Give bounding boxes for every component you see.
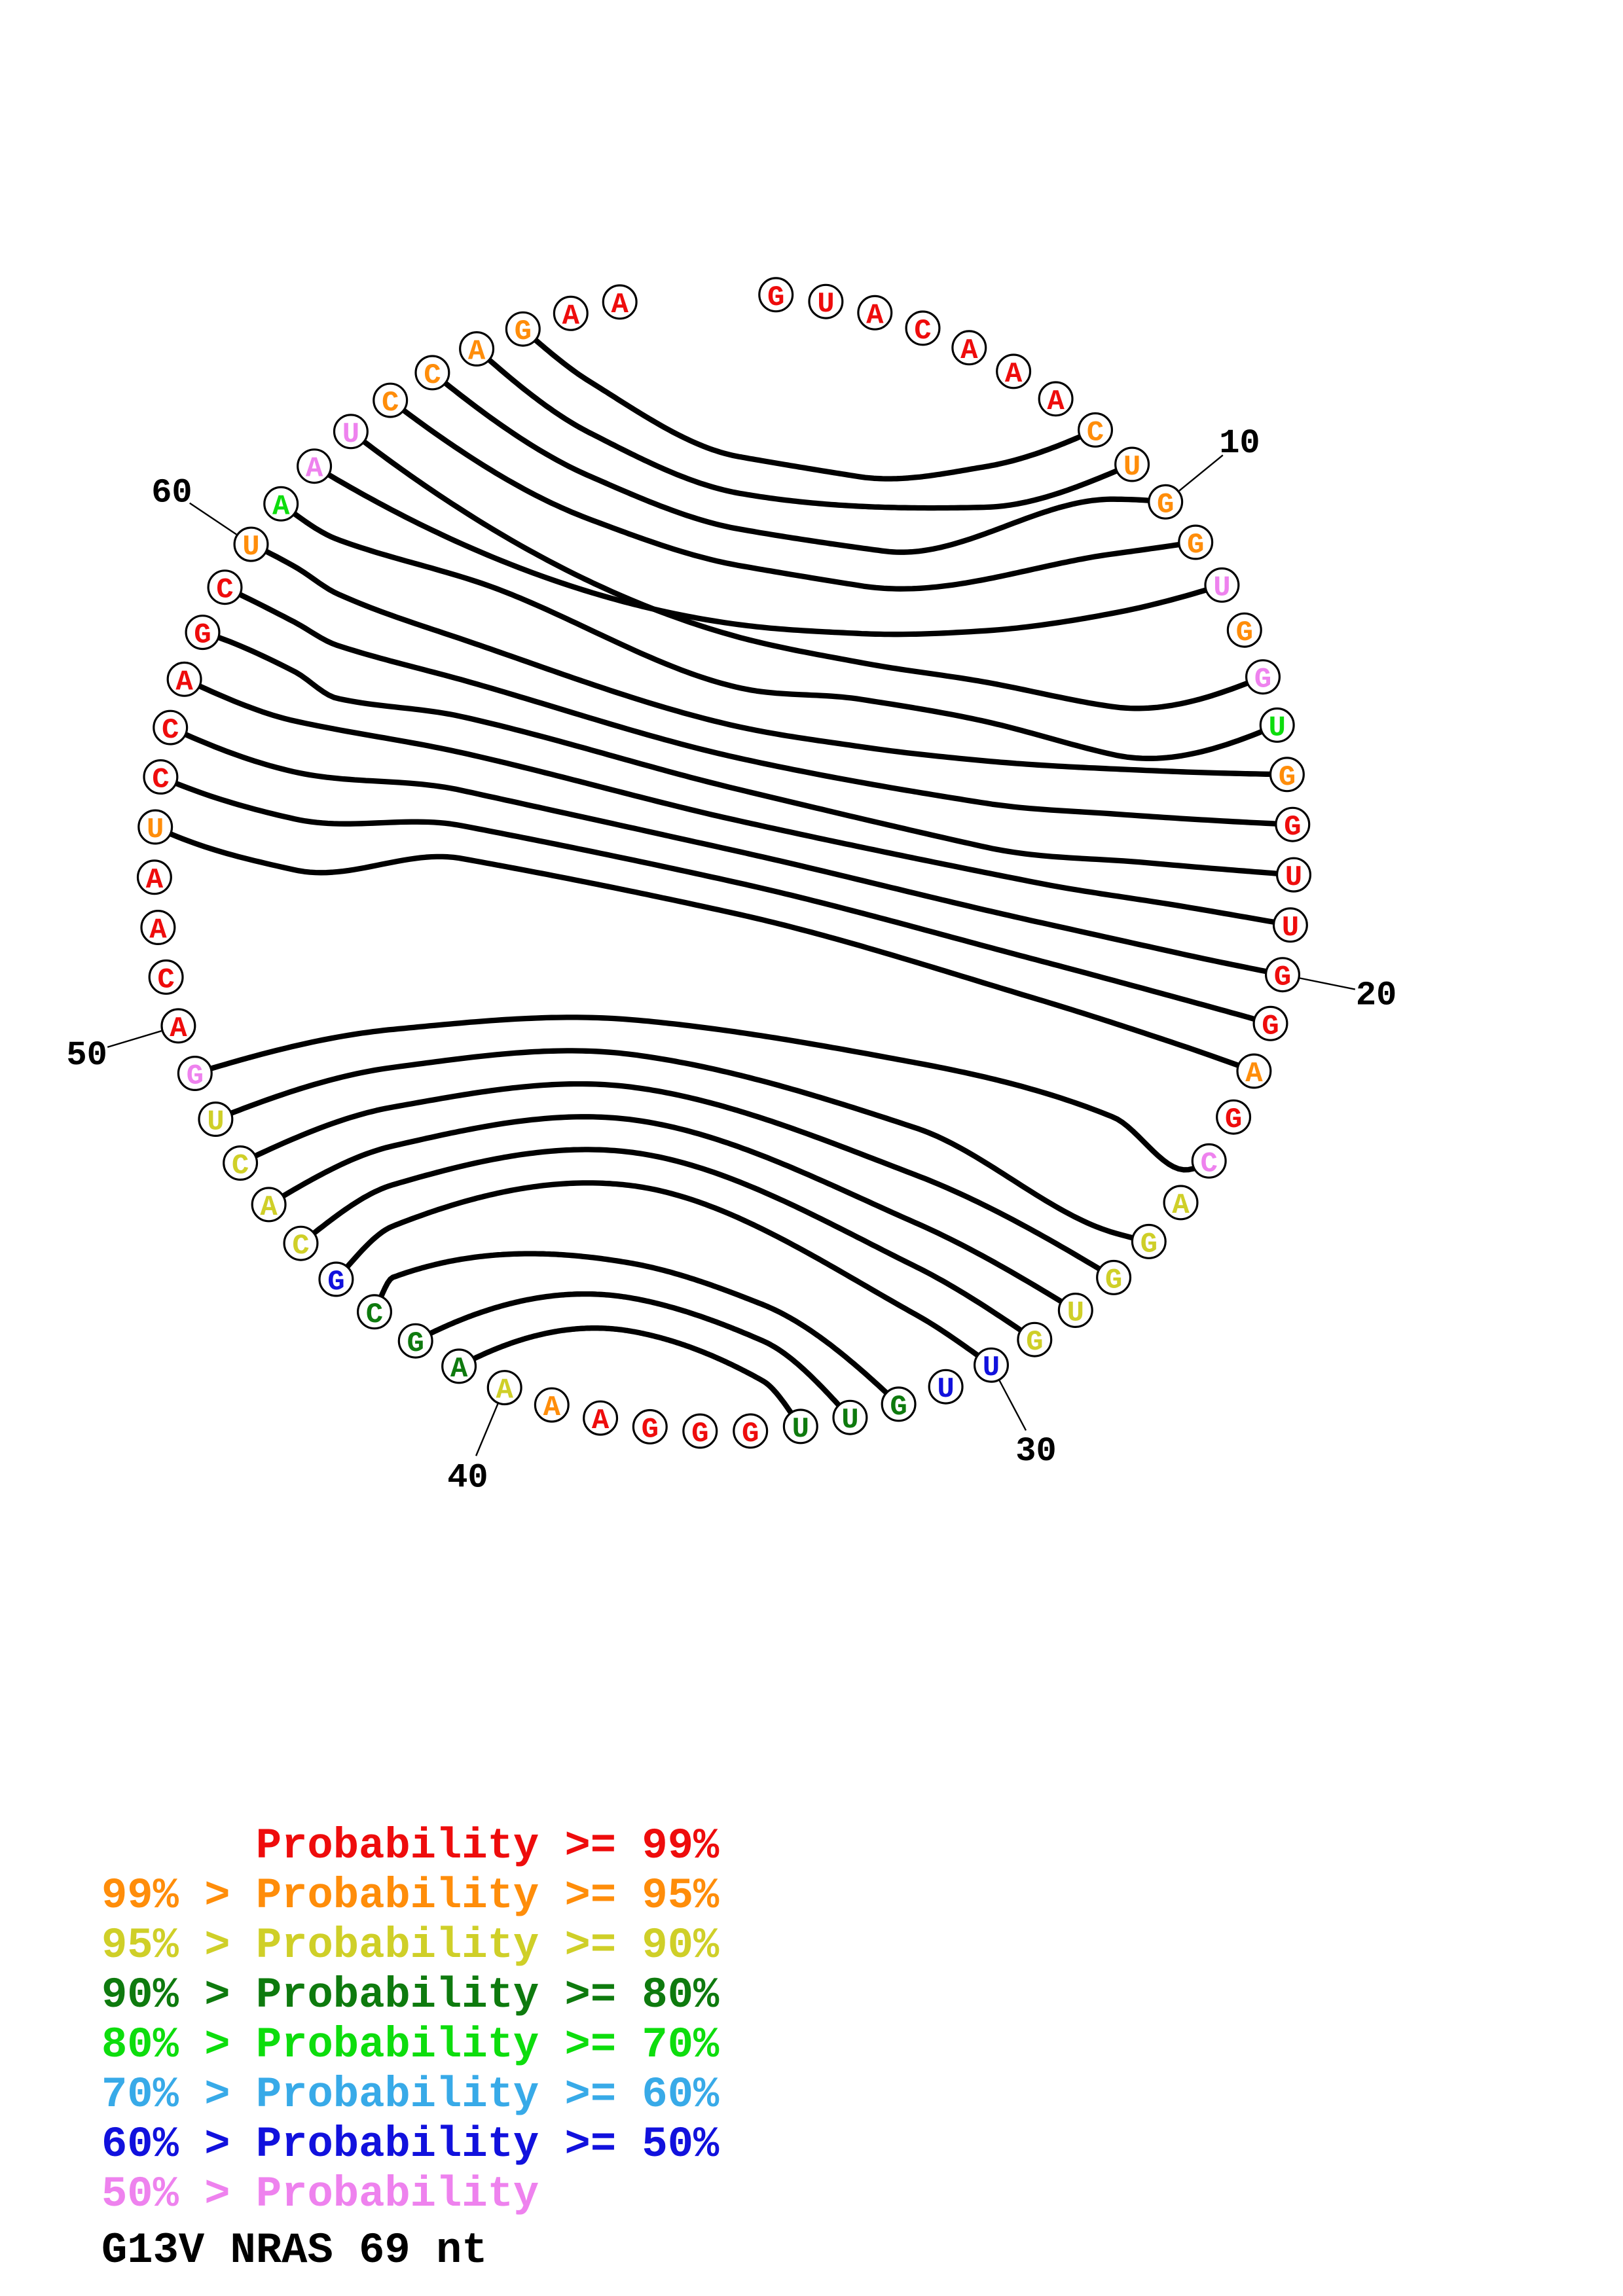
svg-text:10: 10 (1219, 424, 1260, 463)
svg-text:30: 30 (1015, 1432, 1056, 1471)
svg-text:U: U (1285, 861, 1302, 894)
svg-text:C: C (366, 1299, 383, 1331)
svg-text:U: U (1123, 451, 1140, 484)
svg-text:U: U (983, 1352, 1000, 1384)
svg-text:U: U (1067, 1297, 1084, 1330)
svg-text:G: G (1225, 1103, 1242, 1136)
svg-text:A: A (562, 300, 580, 332)
svg-text:40: 40 (447, 1458, 488, 1497)
svg-text:A: A (1172, 1189, 1190, 1222)
svg-text:U: U (207, 1106, 224, 1139)
svg-text:U: U (937, 1373, 954, 1406)
svg-text:U: U (792, 1413, 809, 1446)
svg-text:A: A (960, 334, 978, 367)
svg-text:G: G (1274, 961, 1291, 994)
svg-text:U: U (1282, 912, 1299, 944)
svg-text:C: C (292, 1230, 309, 1263)
svg-text:A: A (272, 490, 290, 523)
svg-text:G: G (407, 1327, 424, 1360)
svg-text:G: G (1284, 811, 1301, 844)
svg-text:G: G (642, 1413, 659, 1446)
svg-text:60: 60 (151, 474, 192, 512)
svg-text:G: G (1157, 488, 1174, 521)
svg-text:20: 20 (1356, 977, 1396, 1015)
svg-text:C: C (232, 1150, 249, 1183)
svg-text:G: G (194, 619, 211, 652)
svg-text:U: U (1213, 571, 1230, 604)
svg-text:A: A (1005, 358, 1023, 391)
svg-text:G: G (1236, 617, 1253, 649)
svg-text:C: C (216, 574, 233, 607)
svg-text:A: A (496, 1374, 513, 1407)
svg-text:A: A (1245, 1058, 1263, 1090)
svg-text:95% > Probability >= 90%: 95% > Probability >= 90% (101, 1921, 720, 1970)
svg-text:G: G (1105, 1264, 1122, 1297)
svg-text:C: C (424, 359, 441, 392)
svg-text:G: G (327, 1266, 344, 1299)
svg-text:U: U (342, 418, 359, 451)
svg-text:C: C (152, 764, 169, 797)
svg-text:G: G (515, 315, 532, 348)
svg-text:A: A (149, 914, 167, 947)
svg-text:U: U (1268, 711, 1285, 744)
svg-text:C: C (914, 315, 931, 348)
svg-text:G: G (1262, 1010, 1279, 1043)
svg-text:Probability >= 99%: Probability >= 99% (256, 1821, 720, 1871)
svg-text:G: G (890, 1391, 907, 1424)
svg-text:U: U (147, 814, 164, 846)
svg-text:A: A (592, 1405, 610, 1437)
svg-text:A: A (450, 1353, 468, 1386)
svg-text:A: A (170, 1013, 187, 1045)
svg-text:G13V NRAS 69 nt: G13V NRAS 69 nt (101, 2226, 488, 2275)
svg-text:A: A (260, 1191, 278, 1224)
svg-text:A: A (611, 289, 629, 321)
svg-text:A: A (543, 1391, 561, 1424)
svg-text:G: G (1187, 529, 1204, 562)
svg-text:G: G (1254, 664, 1271, 696)
svg-text:U: U (841, 1404, 858, 1437)
svg-text:G: G (1140, 1228, 1158, 1261)
svg-text:50% > Probability: 50% > Probability (101, 2170, 539, 2219)
svg-text:60% > Probability >= 50%: 60% > Probability >= 50% (101, 2120, 720, 2169)
svg-text:G: G (1279, 761, 1296, 794)
svg-text:90% > Probability >= 80%: 90% > Probability >= 80% (101, 1971, 720, 2020)
svg-text:C: C (382, 387, 399, 420)
svg-text:A: A (1047, 386, 1065, 418)
svg-text:A: A (146, 864, 164, 897)
svg-text:U: U (242, 531, 259, 564)
svg-text:99% > Probability >= 95%: 99% > Probability >= 95% (101, 1871, 720, 1920)
svg-text:U: U (817, 288, 834, 321)
svg-text:G: G (767, 281, 784, 314)
svg-text:C: C (1200, 1147, 1217, 1180)
svg-text:A: A (306, 453, 323, 486)
svg-text:C: C (162, 714, 179, 747)
svg-text:C: C (1087, 416, 1104, 449)
svg-text:A: A (866, 299, 884, 332)
svg-text:A: A (175, 666, 193, 698)
svg-text:G: G (187, 1060, 204, 1093)
svg-text:G: G (742, 1418, 759, 1450)
svg-text:80% > Probability >= 70%: 80% > Probability >= 70% (101, 2020, 720, 2070)
svg-text:C: C (157, 963, 174, 996)
svg-text:A: A (468, 336, 486, 368)
svg-text:G: G (1026, 1326, 1043, 1359)
svg-text:50: 50 (66, 1036, 107, 1075)
svg-text:G: G (691, 1418, 708, 1450)
svg-text:70% > Probability >= 60%: 70% > Probability >= 60% (101, 2070, 720, 2119)
